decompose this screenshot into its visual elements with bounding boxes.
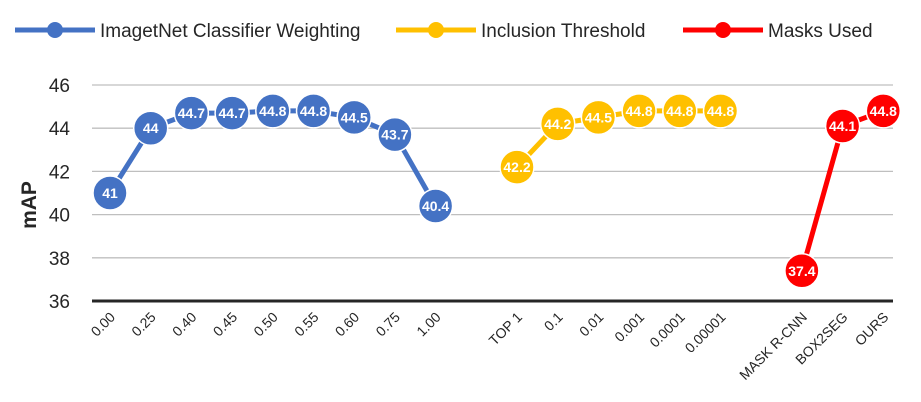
data-label: 44.1 xyxy=(829,118,856,134)
y-tick-label: 38 xyxy=(49,249,70,270)
y-tick-label: 46 xyxy=(49,76,70,97)
x-tick-label: 0.45 xyxy=(210,309,241,340)
data-point-marker xyxy=(336,99,372,136)
x-tick-label: 0.55 xyxy=(291,309,322,340)
legend-swatch-marker xyxy=(428,22,444,38)
data-label: 43.7 xyxy=(381,127,408,143)
y-tick-label: 36 xyxy=(49,292,70,313)
data-label: 44.8 xyxy=(870,103,897,119)
data-point-marker xyxy=(865,93,902,129)
data-label: 37.4 xyxy=(788,263,815,279)
y-axis-label: mAP xyxy=(18,181,41,229)
legend-swatch-marker xyxy=(715,22,731,38)
legend-swatch-marker xyxy=(47,22,63,38)
x-tick-label: 0.75 xyxy=(372,309,403,340)
data-label: 44.7 xyxy=(218,105,245,121)
data-point-marker xyxy=(499,149,535,185)
legend-entry-label: Inclusion Threshold xyxy=(481,21,645,42)
data-label: 40.4 xyxy=(422,198,449,214)
data-label: 44 xyxy=(143,120,159,136)
data-label: 44.7 xyxy=(178,105,205,121)
x-tick-label: 0.25 xyxy=(128,309,159,340)
legend: ImagetNet Classifier Weighting Inclusion … xyxy=(15,21,873,42)
data-point-marker xyxy=(662,93,698,129)
x-tick-label: OURS xyxy=(852,309,892,349)
x-tick-label: TOP 1 xyxy=(486,309,526,349)
x-tick-label: 0.00001 xyxy=(682,309,729,356)
data-label: 44.8 xyxy=(707,103,734,119)
data-point-marker xyxy=(702,93,739,129)
data-point-marker xyxy=(92,175,128,211)
data-point-marker xyxy=(295,93,332,129)
x-tick-label: 0.50 xyxy=(250,309,281,340)
data-point-marker xyxy=(173,95,210,131)
data-point-marker xyxy=(539,106,576,142)
x-tick-label: 0.60 xyxy=(332,309,363,340)
data-point-marker xyxy=(132,110,169,146)
legend-entry-label: Masks Used xyxy=(768,21,873,42)
data-point-marker xyxy=(377,116,413,153)
x-tick-label: MASK R-CNN xyxy=(736,309,810,383)
series-lines xyxy=(107,108,885,272)
data-point-marker xyxy=(255,93,291,129)
x-tick-label: 0.00 xyxy=(88,309,119,340)
data-label: 42.2 xyxy=(503,159,530,175)
data-label: 44.8 xyxy=(666,103,693,119)
data-points: 41 44 44.7 44.7 44.8 44.8 44.5 43.7 40.4 42.2 44.2… xyxy=(92,93,902,289)
data-label: 44.5 xyxy=(341,109,368,125)
data-label: 44.8 xyxy=(625,103,652,119)
y-tick-label: 44 xyxy=(49,119,71,140)
data-point-marker xyxy=(580,99,617,136)
data-label: 44.2 xyxy=(544,116,571,132)
data-point-marker xyxy=(417,188,454,224)
data-point-marker xyxy=(824,108,861,144)
x-tick-label: 1.00 xyxy=(413,309,444,340)
x-tick-label: 0.001 xyxy=(611,309,647,345)
data-label: 41 xyxy=(102,185,118,201)
data-label: 44.5 xyxy=(585,109,612,125)
data-point-marker xyxy=(621,93,657,129)
x-tick-label: 0.40 xyxy=(169,309,200,340)
y-axis-ticks: 36 38 40 42 44 46 xyxy=(49,76,71,313)
data-label: 44.8 xyxy=(259,103,286,119)
data-point-marker xyxy=(214,95,250,131)
x-tick-label: 0.1 xyxy=(541,309,566,334)
y-tick-label: 42 xyxy=(49,162,70,183)
data-label: 44.8 xyxy=(300,103,327,119)
data-point-marker xyxy=(784,253,820,289)
y-tick-label: 40 xyxy=(49,206,70,227)
x-axis-ticks: 0.00 0.25 0.40 0.45 0.50 0.55 0.60 0.75 1.00 TOP … xyxy=(88,309,892,383)
legend-entry-label: ImagetNet Classifier Weighting xyxy=(100,21,360,42)
x-tick-label: 0.01 xyxy=(576,309,607,340)
